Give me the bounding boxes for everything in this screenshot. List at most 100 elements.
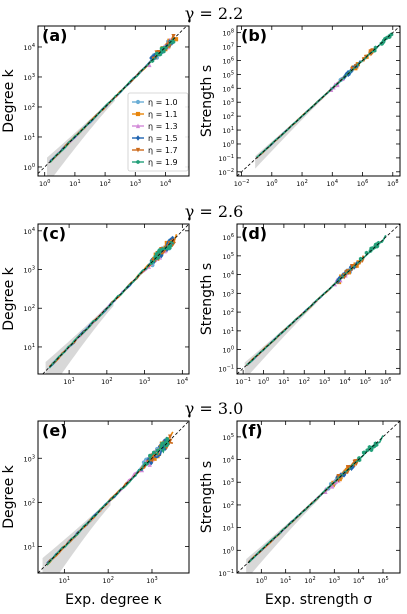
x-tick-label: 103 bbox=[130, 179, 141, 188]
y-tick-label: 103 bbox=[223, 98, 234, 107]
x-tick-label: 101 bbox=[69, 179, 80, 188]
data-point bbox=[173, 37, 179, 42]
plot-area bbox=[237, 421, 400, 573]
x-tick-label: 10−1 bbox=[235, 377, 251, 386]
data-point bbox=[329, 484, 335, 489]
y-tick-label: 103 bbox=[24, 266, 35, 275]
y-tick-label: 101 bbox=[223, 327, 234, 336]
y-tick-label: 104 bbox=[223, 456, 234, 465]
x-tick-label: 104 bbox=[353, 576, 364, 585]
data-point bbox=[345, 465, 351, 470]
y-tick-label: 107 bbox=[223, 43, 234, 52]
data-point bbox=[372, 48, 377, 53]
data-point bbox=[156, 451, 162, 457]
y-tick-label: 102 bbox=[24, 103, 35, 112]
y-tick-label: 10−1 bbox=[218, 364, 234, 373]
plot-area bbox=[42, 224, 189, 374]
y-tick-label: 106 bbox=[223, 233, 234, 242]
y-axis-label: Degree k bbox=[1, 464, 17, 528]
data-point bbox=[157, 52, 162, 57]
identity-line bbox=[38, 421, 189, 573]
x-tick-label: 106 bbox=[380, 377, 391, 386]
data-point bbox=[171, 238, 176, 244]
panel-label: (c) bbox=[42, 224, 66, 243]
legend-marker bbox=[136, 159, 140, 165]
data-point bbox=[148, 453, 152, 458]
identity-line bbox=[237, 224, 400, 374]
data-point bbox=[164, 440, 169, 445]
y-tick-label: 101 bbox=[223, 126, 234, 135]
plot-area bbox=[237, 224, 400, 374]
legend-entry: η = 1.9 bbox=[148, 158, 178, 167]
legend-box bbox=[127, 92, 189, 172]
plot-area bbox=[38, 421, 189, 573]
x-tick-label: 101 bbox=[280, 576, 291, 585]
fluctuation-band bbox=[246, 495, 320, 573]
series-eta-1-9 bbox=[248, 435, 384, 564]
panel-e: 101 102 103 101 102 103 (e) Degree k Exp. degree… bbox=[1, 420, 190, 608]
x-tick-label: 103 bbox=[319, 377, 330, 386]
data-point bbox=[147, 62, 152, 68]
data-point bbox=[171, 34, 176, 39]
x-tick-label: 100 bbox=[258, 377, 269, 386]
x-tick-label: 102 bbox=[299, 377, 310, 386]
axes-frame bbox=[236, 420, 401, 574]
y-tick-label: 106 bbox=[223, 56, 234, 65]
fluctuation-band bbox=[42, 498, 111, 573]
x-tick-label: 102 bbox=[101, 377, 112, 386]
legend-entry: η = 1.3 bbox=[148, 122, 178, 131]
y-tick-label: 108 bbox=[223, 29, 234, 38]
x-tick-label: 102 bbox=[102, 576, 113, 585]
y-axis-label: Strength s bbox=[199, 263, 215, 335]
identity-line bbox=[237, 26, 400, 176]
fluctuation-band bbox=[46, 95, 115, 176]
y-tick-label: 100 bbox=[223, 346, 234, 355]
y-tick-label: 105 bbox=[223, 433, 234, 442]
y-tick-label: 10−1 bbox=[218, 569, 234, 578]
y-tick-label: 105 bbox=[223, 70, 234, 79]
identity-line bbox=[237, 421, 400, 573]
x-axis-label: Exp. strength σ bbox=[265, 592, 372, 608]
y-tick-label: 103 bbox=[24, 73, 35, 82]
x-tick-label: 103 bbox=[139, 377, 150, 386]
x-tick-label: 102 bbox=[99, 179, 110, 188]
y-tick-label: 103 bbox=[223, 289, 234, 298]
series-line bbox=[246, 234, 387, 366]
x-tick-label: 105 bbox=[377, 576, 388, 585]
y-tick-label: 103 bbox=[24, 454, 35, 463]
y-tick-label: 100 bbox=[223, 546, 234, 555]
data-point bbox=[150, 58, 155, 63]
data-point bbox=[349, 263, 355, 269]
x-tick-label: 104 bbox=[160, 179, 171, 188]
series-eta-1-9 bbox=[48, 240, 175, 369]
legend-marker bbox=[135, 135, 141, 141]
axes-frame bbox=[37, 420, 190, 574]
x-tick-label: 108 bbox=[387, 179, 398, 188]
data-point bbox=[336, 474, 341, 479]
data-point bbox=[168, 243, 173, 248]
y-tick-label: 101 bbox=[223, 524, 234, 533]
y-tick-label: 10−2 bbox=[218, 168, 234, 177]
legend-entry: η = 1.7 bbox=[148, 146, 178, 155]
data-point bbox=[156, 49, 161, 55]
data-point bbox=[365, 448, 370, 453]
panel-label: (e) bbox=[42, 421, 67, 440]
data-point bbox=[358, 256, 363, 261]
row-title-2: γ = 2.6 bbox=[185, 202, 244, 221]
axes-frame bbox=[37, 223, 190, 375]
data-point bbox=[160, 441, 164, 446]
legend-marker bbox=[135, 111, 141, 117]
y-tick-label: 102 bbox=[24, 498, 35, 507]
x-tick-label: 103 bbox=[146, 576, 157, 585]
data-point bbox=[369, 246, 373, 251]
axes-frame bbox=[236, 25, 401, 177]
data-point bbox=[165, 436, 169, 442]
y-tick-label: 100 bbox=[223, 140, 234, 149]
data-point bbox=[349, 465, 354, 471]
x-tick-label: 106 bbox=[357, 179, 368, 188]
x-tick-label: 104 bbox=[339, 377, 350, 386]
y-axis-label: Degree k bbox=[1, 266, 17, 330]
x-tick-label: 100 bbox=[256, 576, 267, 585]
row-title-3: γ = 3.0 bbox=[185, 399, 244, 418]
x-tick-label: 102 bbox=[296, 179, 307, 188]
